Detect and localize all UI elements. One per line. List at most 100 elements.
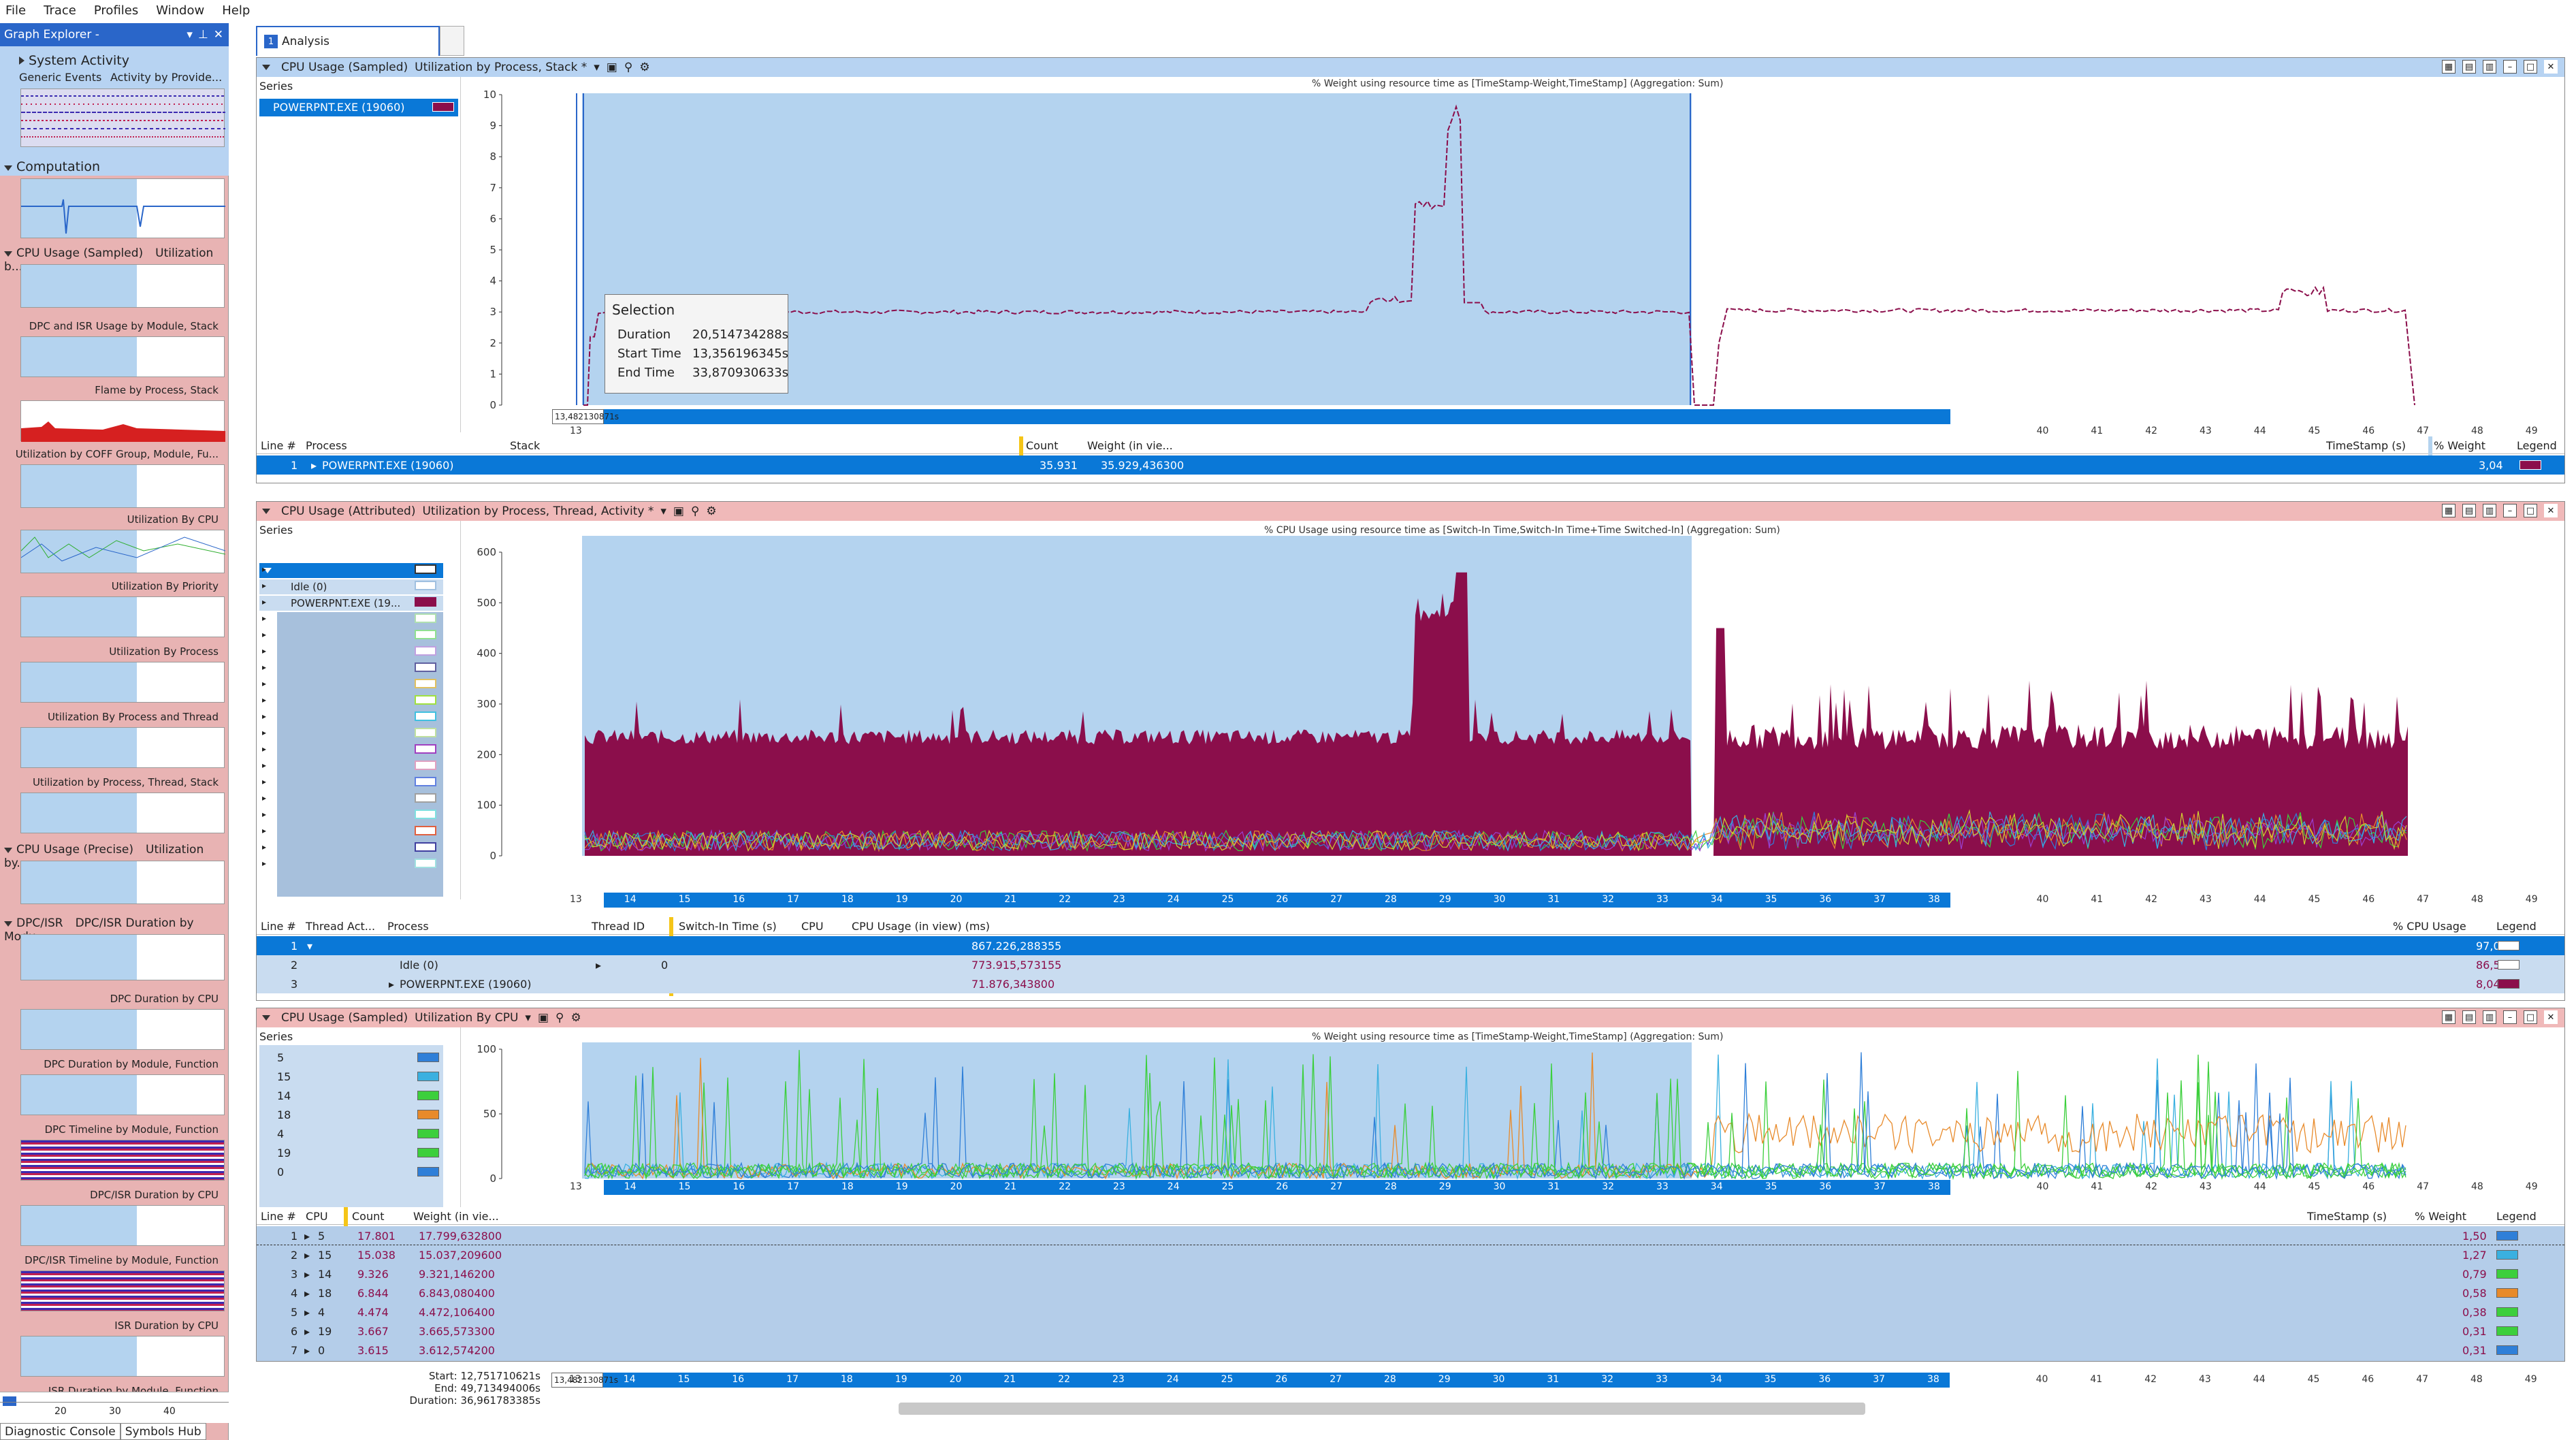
search-icon[interactable]: ⚲ — [556, 1011, 564, 1025]
expand-icon[interactable]: ▸ — [262, 842, 267, 852]
expand-icon[interactable]: ▸ — [262, 761, 267, 770]
legend-swatch[interactable] — [2498, 979, 2519, 989]
thumbnail[interactable] — [20, 464, 225, 508]
legend-swatch[interactable] — [415, 564, 436, 574]
table-row[interactable]: 5 4 4.474 4.472,106400 0,38 ▸ — [257, 1302, 2564, 1322]
legend-swatch[interactable] — [2496, 1345, 2518, 1355]
ge-item-dpc-timeline[interactable]: DPC Timeline by Module, Function — [44, 1123, 219, 1136]
symbols-hub-tab[interactable]: Symbols Hub — [120, 1423, 206, 1440]
expand-icon[interactable]: ▸ — [596, 959, 602, 972]
series-item[interactable]: 18 — [259, 1106, 443, 1124]
global-time-selection[interactable] — [603, 1373, 1950, 1388]
legend-swatch[interactable] — [417, 1148, 439, 1157]
menu-help[interactable]: Help — [222, 3, 251, 18]
display-table-icon[interactable]: ▥ — [2483, 1010, 2496, 1024]
time-selection-bar[interactable] — [604, 409, 1950, 424]
expand-icon[interactable]: ▸ — [304, 1325, 310, 1338]
legend-swatch[interactable] — [2496, 1307, 2518, 1317]
legend-swatch[interactable] — [2496, 1231, 2518, 1241]
legend-swatch[interactable] — [417, 1053, 439, 1062]
legend-swatch[interactable] — [2496, 1326, 2518, 1336]
expand-icon[interactable]: ▸ — [262, 679, 267, 688]
graph-type[interactable]: CPU Usage (Attributed) — [281, 505, 416, 518]
legend-swatch[interactable] — [415, 842, 436, 852]
time-selection-bar[interactable] — [604, 1180, 1950, 1195]
thumbnail[interactable] — [20, 1074, 225, 1115]
col-pct-cpu[interactable]: % CPU Usage — [2393, 920, 2466, 933]
table-row[interactable]: 6 19 3.667 3.665,573300 0,31 ▸ — [257, 1322, 2564, 1341]
expand-icon[interactable]: ▸ — [262, 744, 267, 754]
col-cpu[interactable]: CPU — [801, 920, 824, 933]
legend-swatch[interactable] — [415, 662, 436, 672]
table-row[interactable]: 2 Idle (0) ▸ 0 773.915,573155 86,57 — [257, 955, 2564, 974]
ge-item-coff[interactable]: Utilization by COFF Group, Module, Fu... — [15, 448, 219, 460]
legend-swatch[interactable] — [415, 597, 436, 607]
expand-icon[interactable]: ▸ — [262, 810, 267, 819]
search-icon[interactable]: ⚲ — [624, 61, 633, 74]
expand-icon[interactable]: ▸ — [262, 728, 267, 737]
legend-swatch[interactable] — [2519, 460, 2541, 470]
table-row[interactable]: 1 ▸ POWERPNT.EXE (19060) 35.931 35.929,4… — [257, 455, 2564, 475]
expand-icon[interactable]: ▾ — [307, 940, 313, 953]
collapse-icon[interactable] — [262, 65, 270, 70]
legend-swatch[interactable] — [417, 1167, 439, 1177]
expand-icon[interactable]: ▸ — [262, 597, 267, 607]
series-item[interactable]: 5 — [259, 1049, 443, 1067]
legend-swatch[interactable] — [432, 102, 454, 112]
col-pct-weight[interactable]: % Weight — [2415, 1210, 2467, 1223]
thumbnail[interactable] — [20, 793, 225, 833]
legend-swatch[interactable] — [415, 859, 436, 868]
col-process[interactable]: Process — [306, 439, 347, 452]
thumbnail[interactable] — [20, 934, 225, 980]
display-table-icon[interactable]: ▥ — [2483, 504, 2496, 517]
thumbnail[interactable] — [20, 861, 225, 904]
display-graph-icon[interactable]: ▤ — [2462, 504, 2476, 517]
thumbnail[interactable] — [20, 1336, 225, 1377]
system-activity-label[interactable]: System Activity — [0, 53, 229, 68]
col-count[interactable]: Count — [352, 1210, 385, 1223]
ge-item-isr-by-cpu[interactable]: ISR Duration by CPU — [114, 1319, 219, 1332]
graph-view-icon[interactable]: ▣ — [673, 505, 684, 518]
thumbnail[interactable] — [20, 1205, 225, 1246]
legend-swatch[interactable] — [415, 679, 436, 688]
col-stack[interactable]: Stack — [510, 439, 541, 452]
pin-icon[interactable]: ⊥ — [197, 28, 208, 42]
ge-item-process-thread-stack[interactable]: Utilization by Process, Thread, Stack — [32, 776, 219, 788]
cpu-sampled-category[interactable]: CPU Usage (Sampled) Utilization b... — [4, 246, 214, 274]
expand-icon[interactable]: ▸ — [304, 1268, 310, 1281]
graph-view-icon[interactable]: ▣ — [606, 61, 617, 74]
gear-icon[interactable]: ⚙ — [706, 505, 717, 518]
ge-item-process-thread[interactable]: Utilization By Process and Thread — [48, 711, 219, 723]
series-item-idle[interactable]: Idle (0) — [259, 579, 443, 594]
legend-swatch[interactable] — [415, 630, 436, 639]
menu-profiles[interactable]: Profiles — [93, 3, 139, 18]
preset-selector[interactable]: Utilization by Process, Stack * — [415, 61, 587, 74]
legend-swatch[interactable] — [415, 728, 436, 737]
gear-icon[interactable]: ⚙ — [570, 1011, 581, 1025]
graph-type[interactable]: CPU Usage (Sampled) — [281, 61, 408, 74]
ge-item-dpc-isr-timeline[interactable]: DPC/ISR Timeline by Module, Function — [25, 1254, 219, 1266]
table-row[interactable]: 7 0 3.615 3.612,574200 0,31 ▸ — [257, 1341, 2564, 1360]
expand-icon[interactable]: ▸ — [262, 826, 267, 835]
ge-item-dpc-isr-usage[interactable]: DPC and ISR Usage by Module, Stack — [29, 320, 219, 332]
expand-icon[interactable]: ▸ — [262, 630, 267, 639]
menu-window[interactable]: Window — [156, 3, 205, 18]
menu-trace[interactable]: Trace — [44, 3, 76, 18]
expand-icon[interactable]: ▸ — [304, 1344, 310, 1357]
expand-icon[interactable]: ▸ — [262, 695, 267, 705]
legend-swatch[interactable] — [415, 744, 436, 754]
series-item[interactable]: 14 — [259, 1087, 443, 1105]
series-item-powerpnt[interactable]: POWERPNT.EXE (19... — [259, 596, 443, 611]
legend-swatch[interactable] — [415, 826, 436, 835]
system-activity-thumbnail[interactable] — [20, 89, 225, 147]
ge-item-flame[interactable]: Flame by Process, Stack — [95, 384, 219, 396]
display-graph-table-icon[interactable]: ▦ — [2442, 504, 2456, 517]
thumbnail[interactable] — [20, 1009, 225, 1050]
activity-by-provider-label[interactable]: Activity by Provide... — [110, 71, 223, 84]
table-row[interactable]: 1 5 17.801 17.799,632800 1,50 ▸ — [257, 1226, 2564, 1245]
generic-events-label[interactable]: Generic Events — [19, 71, 102, 84]
legend-swatch[interactable] — [415, 613, 436, 623]
col-cpu[interactable]: CPU — [306, 1210, 328, 1223]
minimize-icon[interactable]: – — [2503, 504, 2517, 517]
